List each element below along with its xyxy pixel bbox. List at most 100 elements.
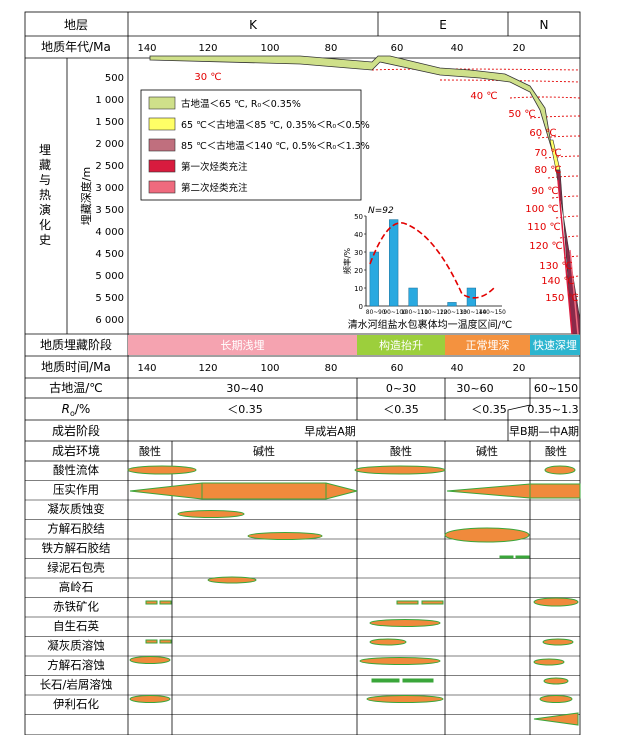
- isotherm-label: 150 ℃: [545, 293, 579, 304]
- hist-curve: [369, 222, 495, 299]
- isotherm-label: 50 ℃: [508, 109, 535, 120]
- process-name: 铁方解石胶结: [42, 541, 111, 555]
- hist-y-label: 频率/%: [342, 247, 352, 274]
- depth-axis-label: 埋藏深度/m: [79, 167, 93, 225]
- age-tick: 120: [198, 43, 217, 54]
- hist-x-tick: 140~150: [479, 310, 506, 316]
- depth-tick: 1 500: [95, 117, 124, 128]
- ro-uplift: ＜0.35: [383, 403, 419, 416]
- geo-time-tick: 80: [325, 363, 338, 374]
- bar-ferrocalcite-2: [515, 555, 530, 559]
- age-tick: 80: [325, 43, 338, 54]
- stage-name: 构造抬升: [379, 338, 423, 352]
- bar-kaolinite-5: [533, 597, 579, 607]
- geo-time-ticks: 140 120 100 80 60 40 20: [137, 363, 525, 374]
- hist-x-tick: 120~130: [440, 310, 467, 316]
- hist-y-tick: 10: [354, 285, 363, 293]
- hist-y-tick: 30: [354, 249, 363, 257]
- age-label: 地质年代/Ma: [41, 40, 111, 54]
- bar-feldspar-dissolution-1: [129, 695, 171, 703]
- paleotemp-normal: 30~60: [456, 382, 493, 395]
- env-alkaline-1: 碱性: [253, 444, 275, 458]
- geo-time-tick: 40: [451, 363, 464, 374]
- legend-swatch: [148, 138, 176, 152]
- hist-bar: [408, 287, 418, 307]
- bar-acid-fluid-3: [544, 465, 576, 475]
- process-name: 绿泥石包壳: [47, 561, 105, 575]
- inclusion-histogram: 0 10 20 30 40 50 80~9090~100100~110110~120120~…: [342, 206, 512, 331]
- isotherm-label: 120 ℃: [529, 241, 563, 252]
- stages-label: 地质埋藏阶段: [40, 337, 112, 352]
- geo-time-label: 地质时间/Ma: [41, 360, 111, 374]
- env-acid-2: 酸性: [390, 444, 412, 458]
- isotherm-labels: 30 ℃ 40 ℃ 50 ℃ 60 ℃ 70 ℃ 80 ℃ 90 ℃ 100 ℃ 110 ℃ 12…: [194, 72, 578, 304]
- age-tick: 100: [260, 43, 279, 54]
- hist-x-tick: 130~140: [459, 310, 486, 316]
- depth-tick: 3 500: [95, 205, 124, 216]
- bar-tuff-dissolution-3: [533, 658, 565, 666]
- legend-text: 古地温＜65 ℃, R₀＜0.35%: [181, 98, 301, 110]
- process-name: 自生石英: [53, 619, 99, 633]
- bar-kaolinite-3: [396, 600, 419, 605]
- hist-x-tick: 80~90: [366, 310, 386, 316]
- geo-time-tick: 60: [391, 363, 404, 374]
- process-name: 凝灰质蚀变: [47, 502, 105, 516]
- hist-x-tick: 100~110: [401, 310, 428, 316]
- hist-bar: [389, 219, 399, 307]
- isotherm-label: 100 ℃: [525, 204, 559, 215]
- age-tick: 40: [451, 43, 464, 54]
- depth-tick: 6 000: [95, 315, 124, 326]
- process-name: 高岭石: [59, 580, 94, 594]
- ro-label: Ro/%: [62, 402, 91, 418]
- ro-rapid: 0.35~1.3: [527, 403, 578, 416]
- legend-swatch: [148, 117, 176, 131]
- side-label-char: 史: [39, 233, 51, 247]
- side-label-char: 热: [39, 188, 51, 202]
- bar-acid-fluid-1: [127, 465, 197, 475]
- process-name: 方解石溶蚀: [47, 658, 105, 672]
- isotherm-label: 140 ℃: [541, 276, 575, 287]
- stage-name: 快速深埋: [533, 339, 577, 352]
- bar-kaolinite-1: [145, 600, 158, 605]
- legend-text: 85 ℃＜古地温＜140 ℃, 0.5%＜R₀＜1.3%: [181, 140, 370, 152]
- stage-name: 正常埋深: [466, 339, 510, 352]
- side-label-char: 演: [39, 202, 51, 217]
- process-name: 凝灰质溶蚀: [47, 639, 105, 653]
- paleotemp-label: 古地温/℃: [49, 380, 103, 395]
- hist-x-tick: 90~100: [383, 310, 407, 316]
- bar-calcite-dissolution-2: [402, 678, 434, 683]
- env-alkaline-2: 碱性: [476, 444, 498, 458]
- bar-compaction-2: [446, 483, 581, 499]
- stage-band: [445, 335, 530, 355]
- process-name: 压实作用: [53, 483, 99, 497]
- stage-band: [357, 335, 445, 355]
- bar-compaction-1: [129, 482, 358, 500]
- ro-label-unit: /%: [75, 402, 90, 416]
- legend-swatch: [148, 159, 176, 173]
- age-ticks: 140 120 100 80 60 40 20: [137, 43, 525, 54]
- legend: 古地温＜65 ℃, R₀＜0.35% 65 ℃＜古地温＜85 ℃, 0.35%＜R…: [140, 89, 370, 201]
- side-label-char: 与: [39, 173, 51, 187]
- bar-feldspar-dissolution-3: [539, 695, 573, 703]
- bar-authigenic-quartz-1: [145, 639, 158, 644]
- period-k: K: [249, 18, 258, 32]
- stage-band: [530, 335, 580, 355]
- isotherm-label: 70 ℃: [534, 148, 561, 159]
- paleotemp-k: 30~40: [226, 382, 263, 395]
- hist-n-label: N=92: [368, 206, 394, 216]
- period-e: E: [439, 18, 447, 32]
- depth-tick: 2 000: [95, 139, 124, 150]
- bar-illitization: [533, 712, 579, 726]
- ro-label-r: R: [62, 402, 70, 416]
- isotherm-label: 130 ℃: [539, 261, 573, 272]
- isotherm-label: 90 ℃: [531, 186, 558, 197]
- legend-swatch: [148, 180, 176, 194]
- geo-time-tick: 100: [260, 363, 279, 374]
- isotherm-label: 60 ℃: [529, 128, 556, 139]
- side-label-char: 藏: [39, 158, 51, 172]
- side-label-char: 埋: [39, 143, 51, 157]
- process-name: 酸性流体: [53, 463, 99, 477]
- bar-calcite-dissolution-1: [371, 678, 400, 683]
- ro-dividers: [356, 398, 531, 420]
